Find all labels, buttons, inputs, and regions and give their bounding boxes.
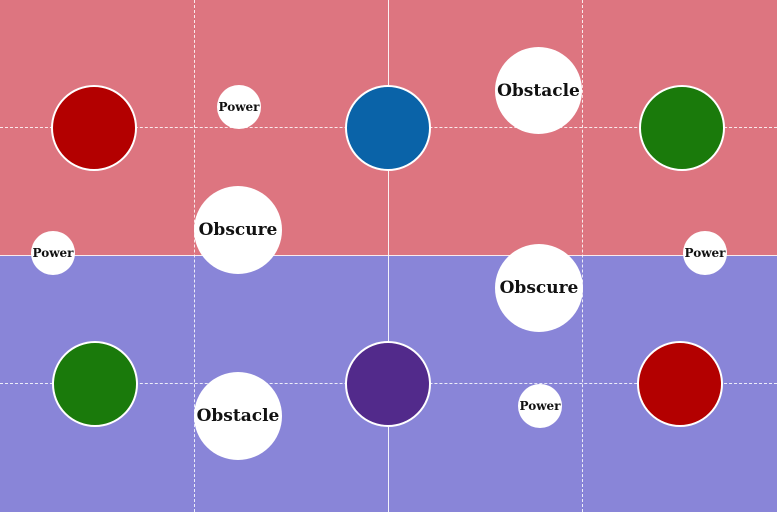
obscure-card[interactable]: Obscure	[194, 186, 282, 274]
grid-line-vertical	[194, 0, 195, 512]
obstacle-card[interactable]: Obstacle	[194, 372, 282, 460]
green-token-bottom-left[interactable]	[52, 341, 138, 427]
obstacle-card[interactable]: Obstacle	[495, 47, 582, 134]
green-token-top-right[interactable]	[639, 85, 725, 171]
grid-line-vertical	[388, 0, 389, 512]
red-token-bottom-right[interactable]	[637, 341, 723, 427]
blue-token-top-center[interactable]	[345, 85, 431, 171]
power-card[interactable]: Power	[217, 85, 261, 129]
power-card[interactable]: Power	[31, 231, 75, 275]
center-divider	[0, 255, 777, 256]
power-card[interactable]: Power	[518, 384, 562, 428]
purple-token-bottom-center[interactable]	[345, 341, 431, 427]
grid-line-vertical	[582, 0, 583, 512]
power-card[interactable]: Power	[683, 231, 727, 275]
red-token-top-left[interactable]	[51, 85, 137, 171]
obscure-card[interactable]: Obscure	[495, 244, 583, 332]
